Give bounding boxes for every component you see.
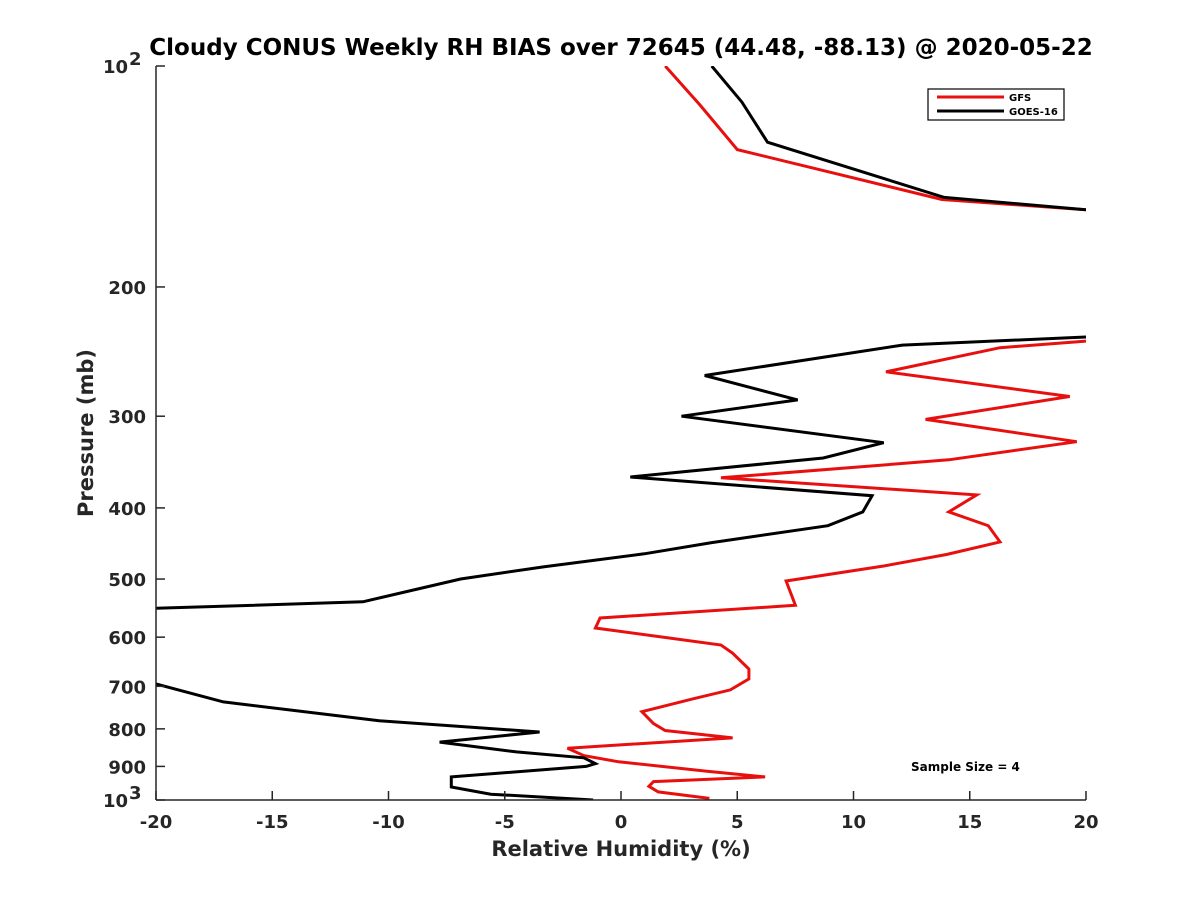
x-tick-label: -10 bbox=[372, 812, 405, 833]
y-tick-exponent: 3 bbox=[129, 783, 142, 804]
axes bbox=[155, 66, 1086, 801]
x-tick-label: 15 bbox=[957, 812, 982, 833]
x-tick-label: -5 bbox=[495, 812, 515, 833]
y-tick-label: 10 bbox=[103, 57, 128, 78]
y-tick-label: 600 bbox=[108, 628, 146, 649]
y-tick-label: 300 bbox=[108, 407, 146, 428]
series-line-goes-16-segment-3 bbox=[156, 682, 600, 800]
y-tick-label: 200 bbox=[108, 278, 146, 299]
chart-title: Cloudy CONUS Weekly RH BIAS over 72645 (… bbox=[149, 35, 1092, 61]
x-tick-label: 0 bbox=[615, 812, 628, 833]
x-tick-label: -15 bbox=[256, 812, 289, 833]
x-tick-label: 20 bbox=[1073, 812, 1098, 833]
x-axis-ticks: -20 -15 -10 -5 0 5 10 15 20 bbox=[140, 791, 1099, 833]
x-tick-label: 5 bbox=[731, 812, 744, 833]
x-tick-label: 10 bbox=[841, 812, 866, 833]
y-tick-label: 900 bbox=[108, 757, 146, 778]
sample-size-annotation: Sample Size = 4 bbox=[911, 760, 1020, 774]
x-tick-label: -20 bbox=[140, 812, 173, 833]
legend: GFS GOES-16 bbox=[927, 88, 1065, 121]
series-line-gfs-segment-2 bbox=[566, 339, 1086, 800]
series-line-goes-16-segment-1 bbox=[710, 66, 1086, 212]
legend-box bbox=[927, 88, 1065, 121]
series-line-gfs-segment-1 bbox=[664, 66, 1086, 212]
y-tick-label: 400 bbox=[108, 499, 146, 520]
y-tick-exponent: 2 bbox=[129, 49, 142, 70]
y-tick-label: 500 bbox=[108, 570, 146, 591]
legend-label-gfs: GFS bbox=[1009, 93, 1031, 104]
y-tick-label: 800 bbox=[108, 720, 146, 741]
y-tick-label: 700 bbox=[108, 677, 146, 698]
legend-label-goes-16: GOES-16 bbox=[1009, 107, 1058, 118]
y-axis-label: Pressure (mb) bbox=[74, 349, 98, 517]
y-tick-label: 10 bbox=[103, 791, 128, 812]
x-axis-label: Relative Humidity (%) bbox=[491, 837, 750, 861]
series-line-goes-16-segment-2 bbox=[156, 335, 1086, 610]
plot-lines bbox=[156, 66, 1086, 800]
